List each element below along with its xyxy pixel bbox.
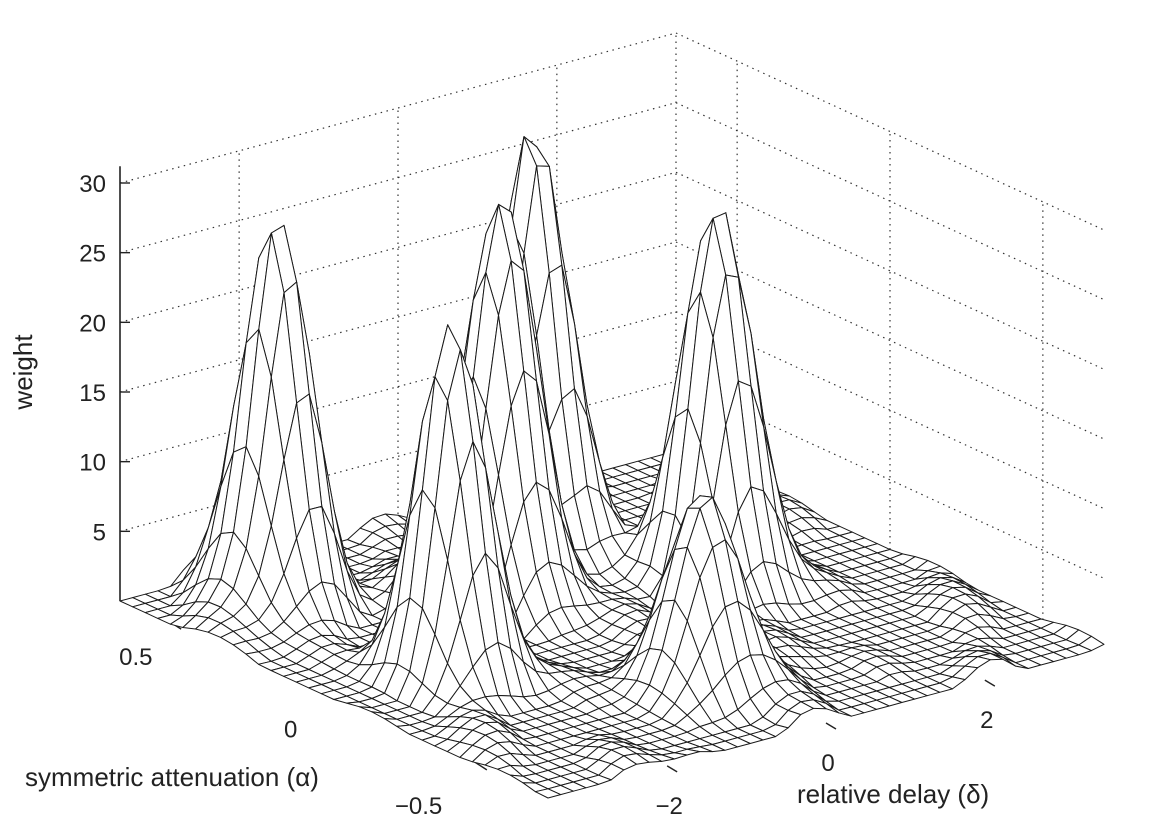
- x-tick-labels: −2 0 2: [655, 707, 993, 820]
- z-tick-label: 30: [79, 171, 106, 198]
- y-tick-label: 0: [284, 717, 297, 744]
- x-tick-mark: [984, 679, 996, 687]
- grid-line: [119, 32, 677, 184]
- surface-quad: [534, 788, 562, 799]
- y-tick-label: 0.5: [119, 644, 152, 671]
- y-tick-label: −0.5: [395, 793, 442, 820]
- grid-line: [675, 32, 1105, 231]
- y-tick-labels: −0.5 0 0.5: [119, 644, 442, 820]
- z-tick-label: 20: [79, 310, 106, 337]
- grid-line: [675, 171, 1105, 370]
- x-tick-mark: [666, 765, 678, 773]
- x-axis-label: relative delay (δ): [797, 779, 989, 809]
- z-tick-label: 5: [93, 519, 106, 546]
- grid-line: [675, 102, 1105, 301]
- x-tick-mark: [825, 722, 837, 730]
- z-tick-label: 15: [79, 380, 106, 407]
- z-tick-label: 25: [79, 241, 106, 268]
- x-tick-label: −2: [655, 793, 682, 820]
- x-tick-label: 2: [980, 707, 993, 734]
- z-tick-label: 10: [79, 450, 106, 477]
- grid-line: [675, 241, 1105, 440]
- surface-mesh: [119, 136, 1105, 799]
- x-tick-label: 0: [821, 750, 834, 777]
- y-axis-label: symmetric attenuation (α): [25, 762, 319, 792]
- z-tick-labels: 5 10 15 20 25 30: [79, 171, 106, 546]
- z-axis-label: weight: [8, 334, 38, 411]
